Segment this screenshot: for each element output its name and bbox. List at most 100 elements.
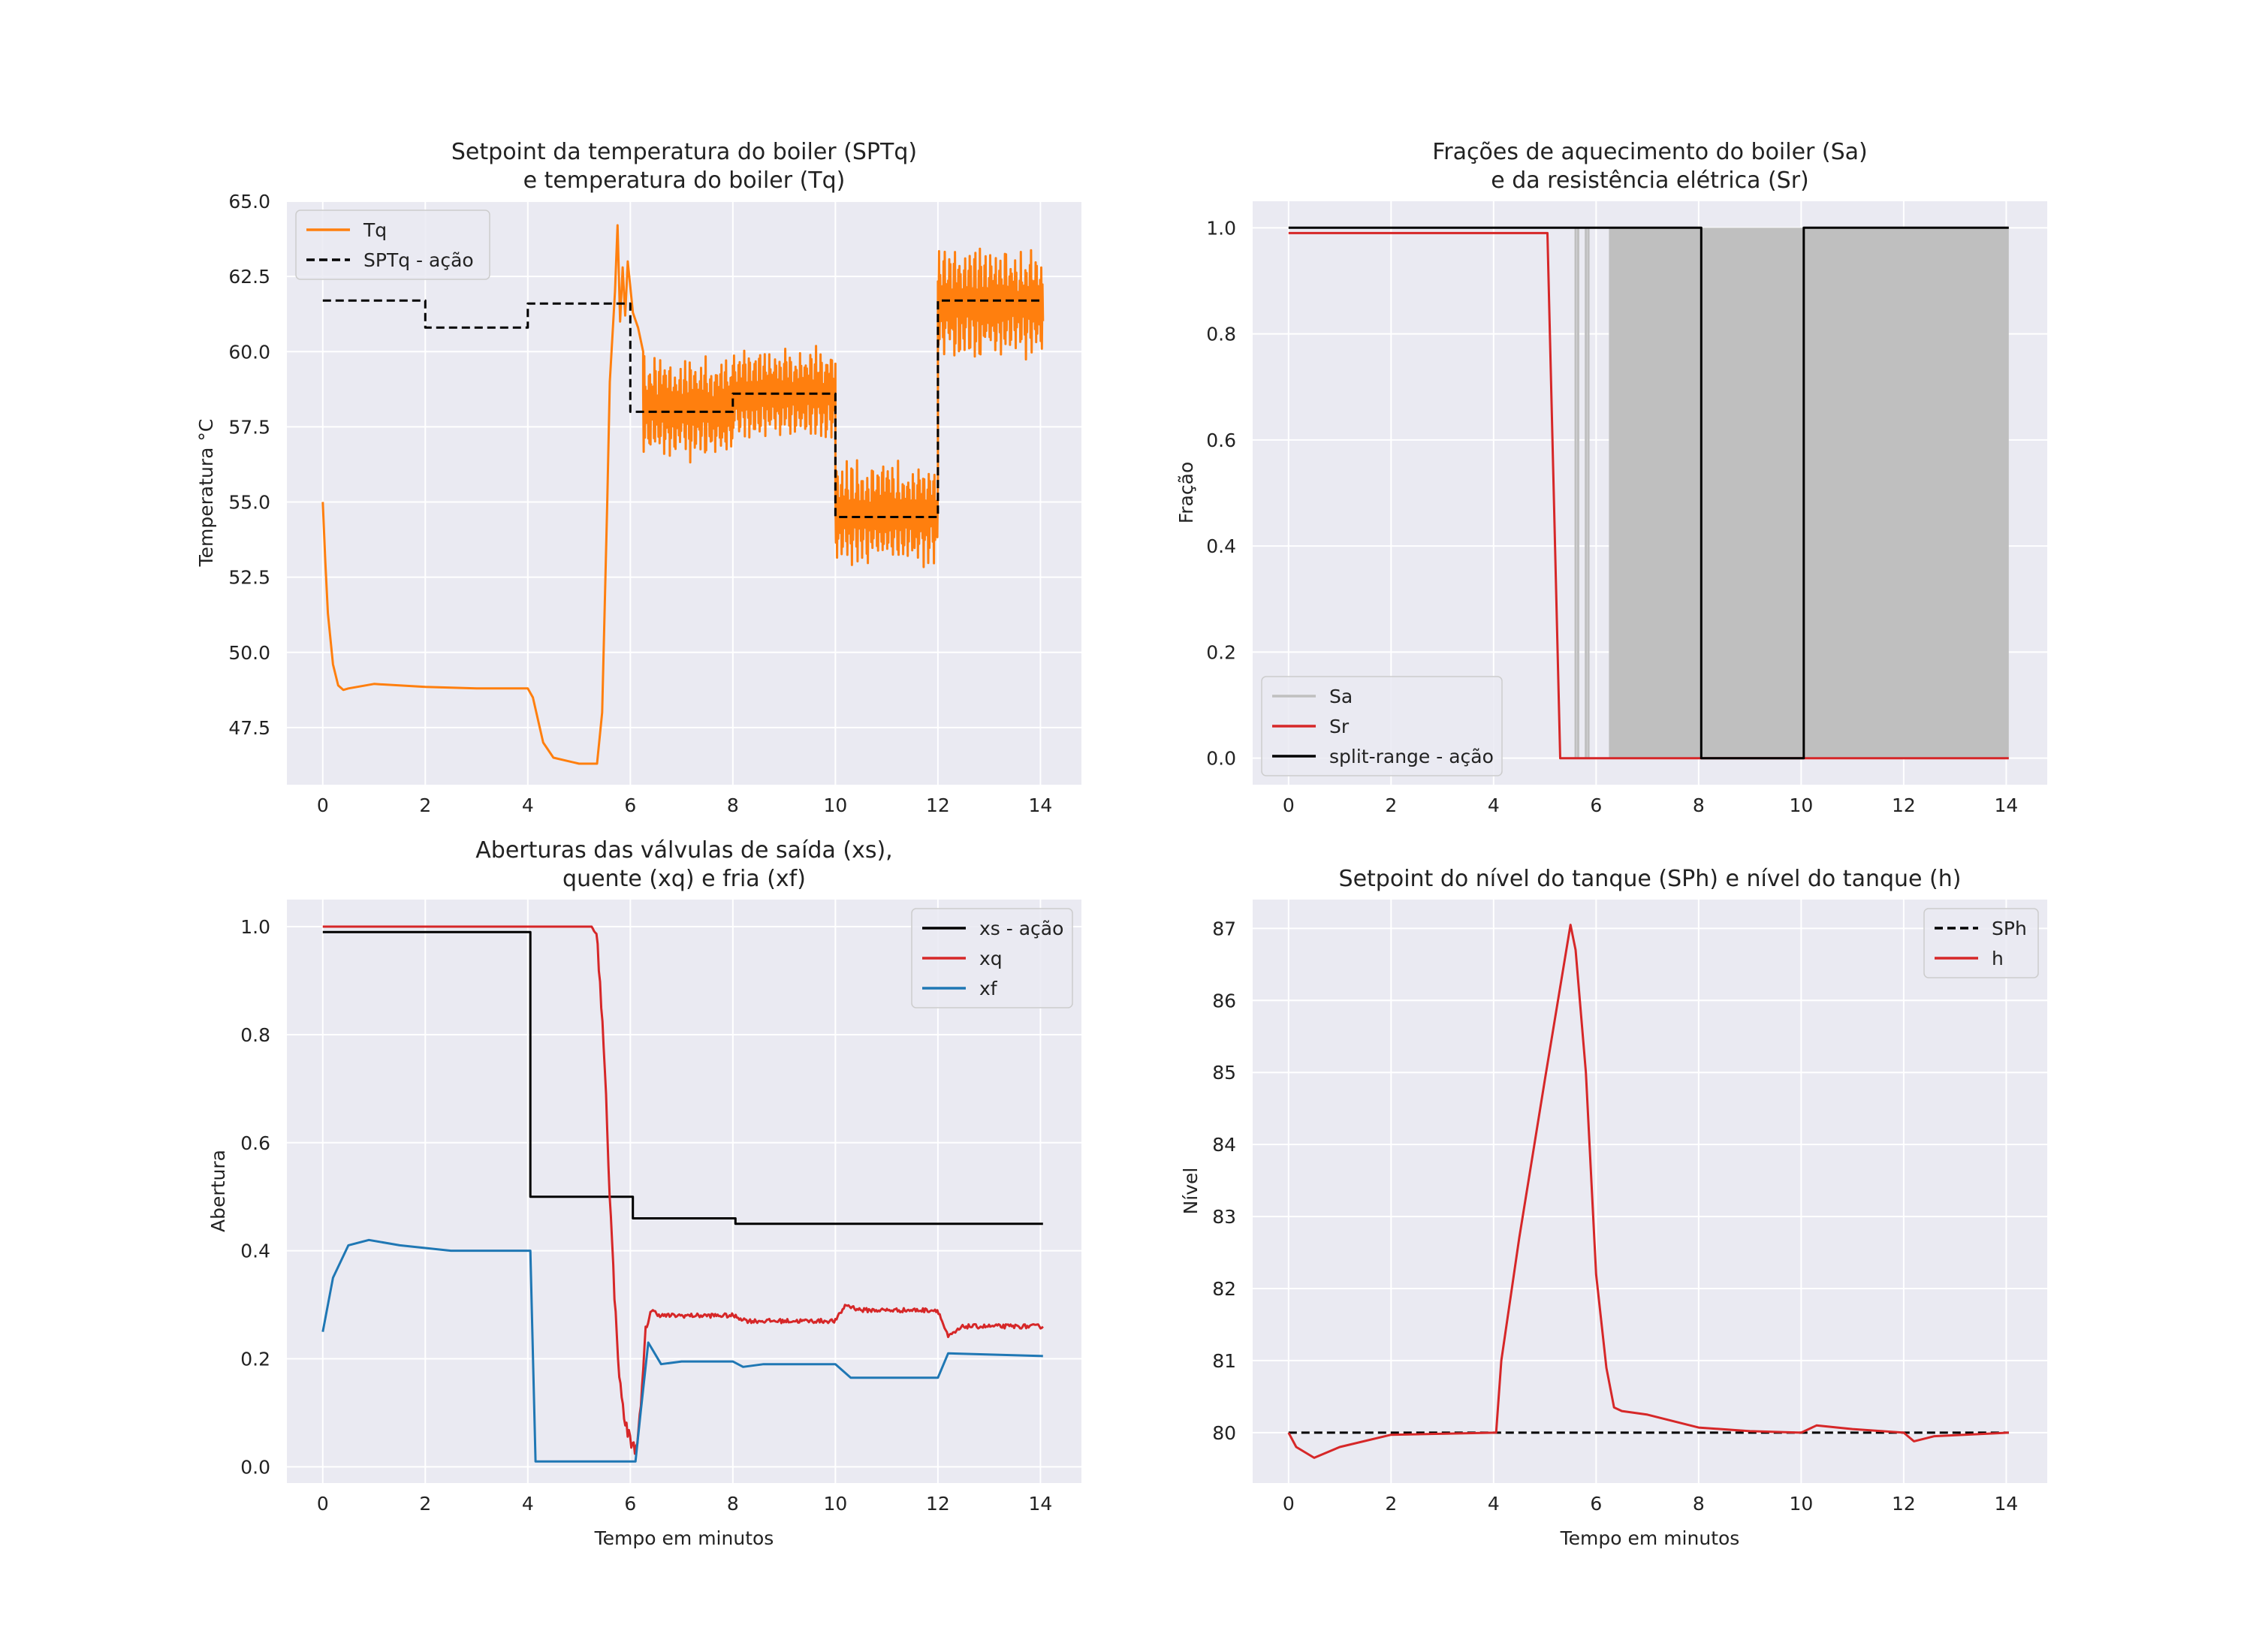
x-tick-label: 4 (522, 1493, 534, 1515)
y-tick-label: 0.0 (1206, 748, 1236, 770)
x-tick-label: 8 (727, 794, 739, 816)
x-tick-label: 4 (1488, 1493, 1500, 1515)
chart-title-line1: Setpoint da temperatura do boiler (SPTq) (451, 139, 917, 165)
legend-label: SPTq - ação (363, 249, 474, 271)
y-tick-label: 1.0 (1206, 217, 1236, 239)
legend-label: xf (979, 978, 998, 999)
y-axis-label: Fração (1175, 462, 1197, 524)
series-xs-a-o-line (322, 930, 1043, 1225)
y-tick-label: 60.0 (228, 341, 270, 363)
series-xq-line (322, 925, 1044, 1455)
y-tick-label: 86 (1212, 990, 1236, 1011)
legend-box (1923, 908, 2039, 978)
x-tick-label: 14 (1028, 1493, 1052, 1515)
y-axis-label: Temperatura °C (195, 419, 217, 568)
legend-label: xq (979, 948, 1003, 969)
x-tick-label: 14 (1994, 1493, 2018, 1515)
subplot-valve-openings: Aberturas das válvulas de saída (xs), qu… (207, 837, 1081, 1549)
y-tick-label: 84 (1212, 1134, 1236, 1156)
series-layer (1288, 226, 2009, 760)
series-h-line (1287, 924, 2009, 1459)
legend-label: split-range - ação (1329, 746, 1494, 767)
y-tick-label: 0.8 (1206, 324, 1236, 345)
legend-label: h (1992, 948, 2004, 969)
y-tick-label: 1.0 (240, 916, 270, 938)
x-tick-label: 14 (1994, 794, 2018, 816)
legend-label: Tq (363, 219, 387, 241)
legend: Sa Sr split-range - ação (1261, 676, 1503, 776)
chart-title-line1: Frações de aquecimento do boiler (Sa) (1432, 139, 1868, 165)
x-tick-label: 2 (419, 794, 431, 816)
y-tick-label: 0.0 (240, 1456, 270, 1478)
x-tick-label: 10 (823, 1493, 847, 1515)
x-tick-label: 4 (522, 794, 534, 816)
y-tick-label: 83 (1212, 1206, 1236, 1228)
y-tick-label: 62.5 (228, 266, 270, 288)
series-layer (1287, 924, 2009, 1459)
legend-label: xs - ação (979, 918, 1063, 939)
y-tick-label: 0.6 (240, 1132, 270, 1154)
x-tick-label: 12 (1892, 794, 1916, 816)
x-tick-label: 12 (1892, 1493, 1916, 1515)
legend-box (295, 210, 490, 280)
chart-title-line2: quente (xq) e fria (xf) (562, 866, 806, 892)
x-tick-label: 4 (1488, 794, 1500, 816)
x-axis-label: Tempo em minutos (1560, 1527, 1740, 1549)
legend: Tq SPTq - ação (295, 210, 490, 280)
y-tick-label: 81 (1212, 1350, 1236, 1372)
y-tick-label: 0.2 (1206, 641, 1236, 663)
y-tick-label: 50.0 (228, 642, 270, 664)
y-tick-label: 0.6 (1206, 430, 1236, 451)
subplot-tank-level: Setpoint do nível do tanque (SPh) e níve… (1180, 866, 2047, 1549)
legend-label: Sr (1329, 716, 1350, 737)
x-tick-label: 2 (1385, 1493, 1397, 1515)
y-tick-label: 0.4 (1206, 535, 1236, 557)
y-tick-label: 57.5 (228, 416, 270, 438)
legend: SPh h (1923, 908, 2039, 978)
series-layer (321, 925, 1044, 1463)
series-xf-line (321, 1238, 1043, 1463)
y-tick-label: 0.2 (240, 1349, 270, 1370)
y-tick-label: 80 (1212, 1422, 1236, 1444)
chart-title: Setpoint do nível do tanque (SPh) e níve… (1339, 866, 1962, 892)
subplot-heating-fractions: Frações de aquecimento do boiler (Sa) e … (1175, 139, 2047, 816)
series-tq-line (321, 224, 1045, 765)
y-tick-label: 47.5 (228, 717, 270, 739)
y-tick-label: 87 (1212, 918, 1236, 939)
x-tick-label: 0 (317, 1493, 329, 1515)
x-tick-label: 10 (823, 794, 847, 816)
legend-box (1261, 676, 1503, 776)
x-tick-label: 8 (1693, 794, 1705, 816)
x-tick-label: 2 (419, 1493, 431, 1515)
y-tick-label: 82 (1212, 1278, 1236, 1300)
x-tick-label: 6 (624, 1493, 636, 1515)
x-tick-label: 10 (1789, 1493, 1813, 1515)
chart-title-line2: e temperatura do boiler (Tq) (523, 167, 846, 194)
x-tick-label: 2 (1385, 794, 1397, 816)
x-tick-label: 12 (926, 794, 950, 816)
x-tick-label: 0 (1283, 794, 1295, 816)
y-tick-label: 85 (1212, 1062, 1236, 1084)
series-sa-band (1609, 228, 2009, 758)
legend-label: SPh (1992, 918, 2027, 939)
x-tick-label: 14 (1028, 794, 1052, 816)
series-sptq-a-o-line (322, 299, 1043, 518)
y-tick-label: 52.5 (228, 567, 270, 589)
series-layer (321, 224, 1045, 765)
chart-title-line1: Aberturas das válvulas de saída (xs), (475, 837, 892, 864)
y-axis-label: Nível (1180, 1168, 1202, 1215)
x-tick-label: 0 (317, 794, 329, 816)
x-tick-label: 0 (1283, 1493, 1295, 1515)
y-axis-label: Abertura (207, 1150, 229, 1232)
legend: xs - ação xq xf (911, 908, 1073, 1008)
y-tick-label: 65.0 (228, 191, 270, 213)
x-tick-label: 12 (926, 1493, 950, 1515)
y-tick-label: 0.4 (240, 1241, 270, 1262)
y-tick-label: 55.0 (228, 492, 270, 514)
legend-label: Sa (1329, 686, 1353, 707)
x-tick-label: 6 (1590, 794, 1602, 816)
x-tick-label: 10 (1789, 794, 1813, 816)
y-tick-label: 0.8 (240, 1024, 270, 1046)
chart-title-line2: e da resistência elétrica (Sr) (1491, 167, 1809, 194)
